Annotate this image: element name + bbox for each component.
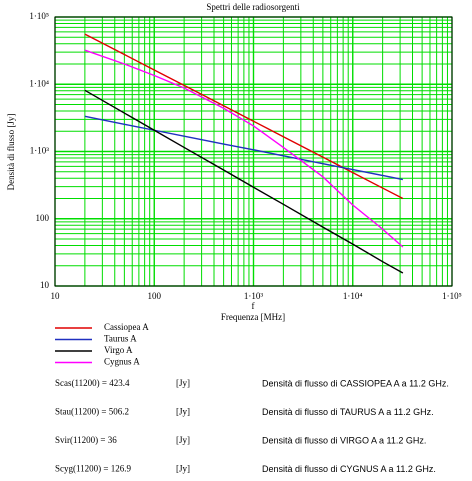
result-unit: [Jy] [176, 407, 190, 417]
result-expression: Stau(11200) = 506.2 [55, 407, 129, 417]
y-tick-label: 1·10⁵ [29, 11, 49, 21]
y-axis-label: Densità di flusso [Jy] [6, 114, 16, 191]
result-description: Densità di flusso di VIRGO A a 11.2 GHz. [262, 435, 426, 445]
series-line [84, 115, 404, 181]
result-description: Densità di flusso di CASSIOPEA A a 11.2 … [262, 378, 449, 388]
y-tick-label: 100 [36, 213, 50, 223]
result-unit: [Jy] [176, 378, 190, 388]
legend-label: Cassiopea A [104, 322, 149, 332]
series-line [84, 49, 404, 248]
result-unit: [Jy] [176, 435, 190, 445]
legend-label: Virgo A [104, 345, 133, 355]
legend-label: Cygnus A [104, 357, 140, 367]
series-line [84, 89, 404, 274]
x-axis-label: Frequenza [MHz] [221, 312, 285, 322]
x-tick-label: 10 [51, 291, 61, 301]
chart-title: Spettri delle radiosorgenti [206, 2, 300, 12]
result-expression: Scas(11200) = 423.4 [55, 378, 130, 388]
result-description: Densità di flusso di TAURUS A a 11.2 GHz… [262, 407, 434, 417]
y-tick-label: 1·10⁴ [29, 78, 49, 88]
x-tick-label: 100 [148, 291, 162, 301]
y-tick-label: 10 [40, 280, 50, 290]
x-tick-label: 1·10³ [244, 291, 263, 301]
result-unit: [Jy] [176, 464, 190, 474]
result-expression: Svir(11200) = 36 [55, 435, 117, 445]
plot-frame [54, 16, 453, 287]
series-line [84, 33, 404, 200]
x-tick-label: 1·10⁴ [343, 291, 363, 301]
x-tick-label: 1·10⁵ [442, 291, 462, 301]
y-tick-label: 1·10³ [30, 146, 49, 156]
result-expression: Scyg(11200) = 126.9 [55, 464, 131, 474]
x-variable: f [252, 301, 255, 311]
result-description: Densità di flusso di CYGNUS A a 11.2 GHz… [262, 464, 436, 474]
legend-label: Taurus A [104, 334, 137, 344]
